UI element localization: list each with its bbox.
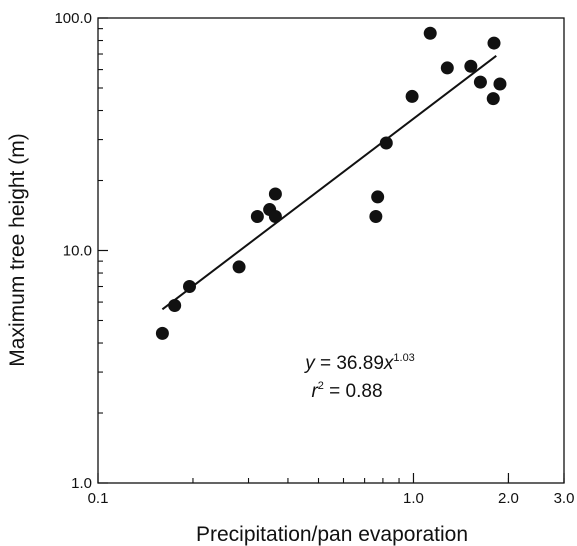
x-tick-label: 1.0 (403, 490, 424, 507)
data-point (423, 26, 437, 40)
equation-coefficient: = 36.89 (315, 353, 384, 374)
regression-line (161, 55, 497, 311)
fit-line-group (161, 55, 497, 311)
data-point (369, 210, 383, 224)
equation-annotation: y = 36.89x1.03 (303, 352, 415, 374)
y-tick-label: 1.0 (71, 475, 92, 492)
data-point (155, 326, 169, 340)
data-point (182, 280, 196, 294)
data-point (268, 210, 282, 224)
equation-exponent: 1.03 (393, 352, 414, 364)
data-point (464, 59, 478, 73)
r-squared-value: = 0.88 (324, 381, 383, 402)
x-axis-title: Precipitation/pan evaporation (196, 523, 468, 546)
y-axis-title: Maximum tree height (m) (6, 133, 29, 366)
data-point (493, 77, 507, 91)
y-axis-ticks: 1.0 10.0 100.0 (54, 10, 108, 492)
data-point (371, 190, 385, 204)
equation-var-x: x (383, 353, 395, 374)
data-point (168, 299, 182, 313)
plot-border (97, 17, 565, 484)
r-squared-var: r (311, 381, 318, 402)
data-point (473, 75, 487, 89)
x-tick-label: 3.0 (554, 490, 575, 507)
data-point (250, 210, 264, 224)
data-points (155, 26, 507, 340)
data-point (379, 136, 393, 150)
y-tick-label: 10.0 (63, 243, 92, 260)
data-point (487, 36, 501, 50)
data-point (232, 260, 246, 274)
equation-var-y: y (303, 353, 316, 374)
x-axis-ticks: 0.1 1.0 2.0 3.0 (88, 473, 575, 507)
data-point (486, 92, 500, 106)
x-tick-label: 0.1 (88, 490, 109, 507)
data-point (440, 61, 454, 75)
plot-frame (97, 17, 565, 484)
x-tick-label: 2.0 (498, 490, 519, 507)
r-squared-exponent: 2 (318, 380, 324, 392)
r-squared-annotation: r2 = 0.88 (311, 380, 382, 402)
data-point (405, 89, 419, 103)
y-tick-label: 100.0 (54, 10, 92, 27)
data-point (268, 187, 282, 201)
